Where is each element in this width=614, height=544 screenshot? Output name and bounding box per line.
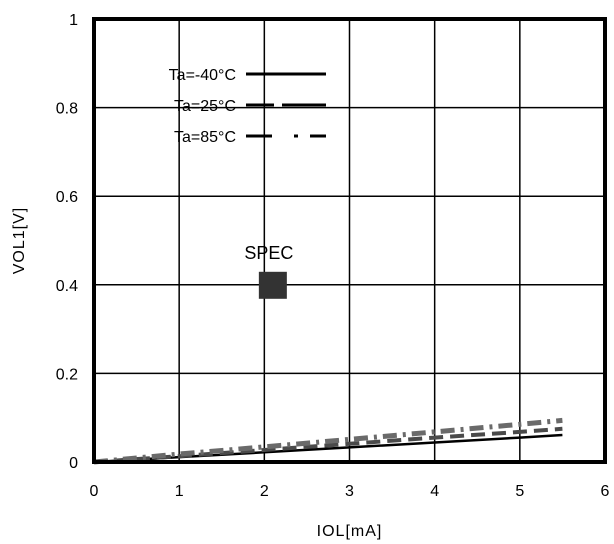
x-tick-label-1: 1 [175, 483, 184, 500]
series-line-2 [93, 417, 563, 465]
y-tick-label-0: 0 [69, 455, 78, 472]
spec-marker [258, 271, 287, 299]
plot-frame [92, 17, 607, 464]
y-tick-label-5: 1 [69, 12, 78, 29]
y-tick-label-2: 0.4 [56, 278, 78, 295]
annotations: SPEC [244, 243, 293, 299]
y-tick-label-3: 0.6 [56, 189, 78, 206]
x-tick-label-3: 3 [345, 483, 354, 500]
y-tick-label-1: 0.2 [56, 366, 78, 383]
y-axis-label: VOL1[V] [11, 207, 28, 274]
series-lines [93, 417, 563, 465]
legend-label-1: Ta=25°C [174, 98, 236, 115]
legend-label-2: Ta=85°C [174, 129, 236, 146]
legend: Ta=-40°C Ta=25°C Ta=85°C [169, 67, 326, 146]
y-tick-label-4: 0.8 [56, 101, 78, 118]
spec-label: SPEC [244, 243, 293, 263]
tick-labels: 0 1 2 3 4 5 6 0 0.2 0.4 0.6 0.8 1 [56, 12, 610, 500]
x-tick-label-0: 0 [90, 483, 99, 500]
series-line-1 [93, 426, 563, 464]
grid-lines [94, 19, 605, 462]
x-axis-label: IOL[mA] [317, 523, 383, 540]
legend-label-0: Ta=-40°C [169, 67, 236, 84]
x-tick-label-6: 6 [601, 483, 610, 500]
x-tick-label-5: 5 [515, 483, 524, 500]
x-tick-label-4: 4 [430, 483, 439, 500]
x-tick-label-2: 2 [260, 483, 269, 500]
